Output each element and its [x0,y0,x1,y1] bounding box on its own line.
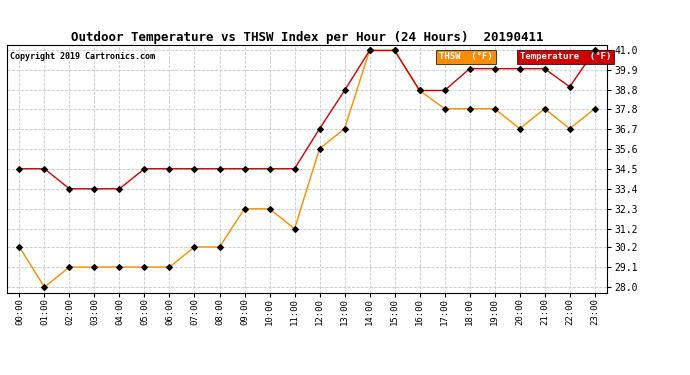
Point [514,66,525,72]
Point [39,166,50,172]
Point [414,87,425,93]
Point [164,264,175,270]
Point [464,66,475,72]
Point [114,264,125,270]
Point [139,264,150,270]
Text: Copyright 2019 Cartronics.com: Copyright 2019 Cartronics.com [10,53,155,62]
Point [514,126,525,132]
Text: THSW  (°F): THSW (°F) [439,53,493,62]
Point [589,106,600,112]
Point [314,146,325,152]
Point [114,186,125,192]
Point [489,106,500,112]
Point [539,66,550,72]
Point [14,166,25,172]
Point [89,264,100,270]
Point [189,166,200,172]
Point [464,106,475,112]
Point [264,166,275,172]
Point [214,166,225,172]
Point [564,84,575,90]
Point [539,106,550,112]
Point [364,48,375,54]
Point [439,106,450,112]
Point [364,48,375,54]
Point [589,48,600,54]
Point [314,126,325,132]
Point [289,166,300,172]
Title: Outdoor Temperature vs THSW Index per Hour (24 Hours)  20190411: Outdoor Temperature vs THSW Index per Ho… [71,31,543,44]
Point [339,87,350,93]
Point [414,87,425,93]
Point [264,206,275,212]
Point [239,166,250,172]
Point [214,244,225,250]
Point [489,66,500,72]
Point [189,244,200,250]
Point [89,186,100,192]
Point [14,244,25,250]
Point [139,166,150,172]
Point [389,48,400,54]
Point [439,87,450,93]
Point [339,126,350,132]
Point [389,48,400,54]
Point [164,166,175,172]
Point [289,226,300,232]
Text: Temperature  (°F): Temperature (°F) [520,53,611,62]
Point [64,264,75,270]
Point [39,284,50,290]
Point [64,186,75,192]
Point [239,206,250,212]
Point [564,126,575,132]
